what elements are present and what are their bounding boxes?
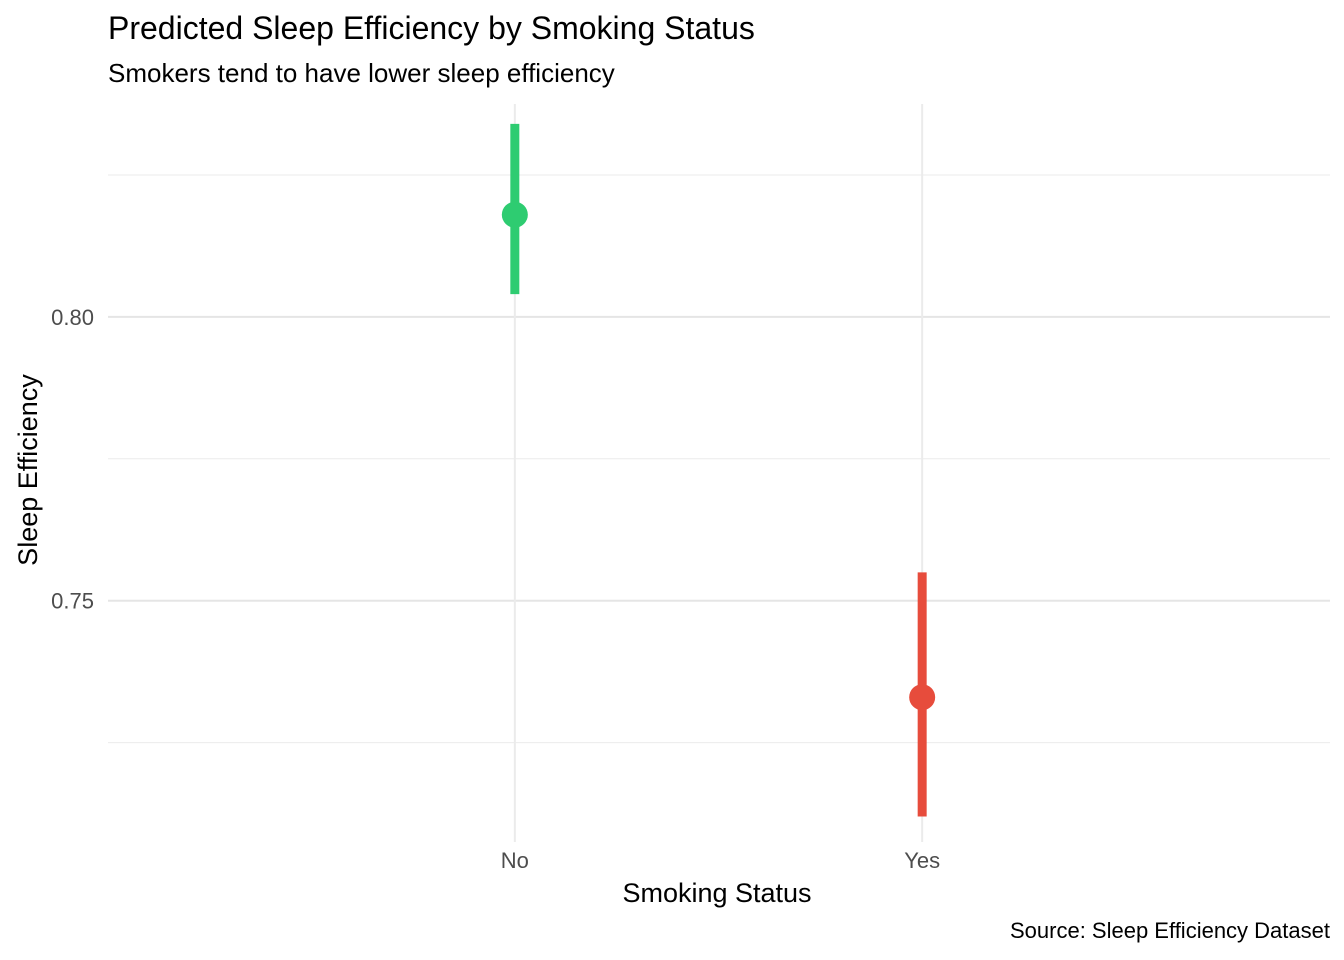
point-yes [909, 684, 936, 711]
x-tick-label: No [501, 848, 529, 873]
y-tick-label: 0.80 [51, 305, 94, 330]
point-no [501, 201, 528, 228]
x-axis-ticks: No Yes [501, 848, 940, 873]
major-gridlines [108, 104, 1330, 842]
y-axis-title: Sleep Efficiency [13, 374, 43, 566]
y-axis-ticks: 0.75 0.80 [51, 305, 94, 614]
chart-title: Predicted Sleep Efficiency by Smoking St… [108, 10, 755, 46]
y-tick-label: 0.75 [51, 589, 94, 614]
data-marks [501, 123, 936, 817]
chart-caption: Source: Sleep Efficiency Dataset [1010, 918, 1330, 943]
x-axis-title: Smoking Status [622, 878, 811, 908]
x-tick-label: Yes [904, 848, 940, 873]
chart-subtitle: Smokers tend to have lower sleep efficie… [108, 58, 615, 88]
minor-gridlines [108, 174, 1330, 744]
